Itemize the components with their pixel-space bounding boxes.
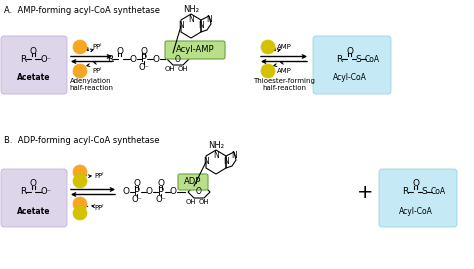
Text: N: N	[213, 150, 219, 160]
Circle shape	[73, 206, 87, 220]
Text: O⁻: O⁻	[138, 62, 149, 72]
Text: O: O	[346, 47, 354, 55]
Text: N: N	[223, 158, 229, 167]
FancyBboxPatch shape	[1, 169, 67, 227]
Circle shape	[73, 165, 87, 179]
Circle shape	[73, 40, 87, 54]
Text: PPᴵ: PPᴵ	[92, 68, 102, 74]
Text: PPᴵ: PPᴵ	[94, 205, 104, 211]
Text: O: O	[170, 187, 176, 196]
Text: N: N	[203, 158, 209, 167]
Text: N: N	[188, 15, 194, 23]
Text: Adenylation
half-reaction: Adenylation half-reaction	[69, 77, 113, 90]
Text: O⁻: O⁻	[131, 196, 143, 204]
Text: CoA: CoA	[262, 44, 274, 49]
Text: Acyl-AMP: Acyl-AMP	[176, 45, 214, 55]
FancyBboxPatch shape	[178, 174, 208, 190]
Text: R: R	[402, 187, 408, 196]
Text: N: N	[206, 16, 212, 24]
Text: PPᴵ: PPᴵ	[94, 173, 104, 179]
Text: O: O	[29, 179, 36, 189]
Circle shape	[73, 197, 87, 211]
Text: N: N	[231, 151, 237, 161]
FancyBboxPatch shape	[313, 36, 391, 94]
Circle shape	[261, 40, 275, 54]
Text: N: N	[198, 22, 204, 30]
Text: ATP: ATP	[74, 201, 86, 207]
Text: O⁻: O⁻	[155, 196, 166, 204]
Text: ADP: ADP	[184, 178, 202, 186]
Text: ATP: ATP	[74, 169, 86, 175]
Circle shape	[73, 64, 87, 78]
Circle shape	[73, 174, 87, 188]
Text: OH: OH	[178, 66, 188, 72]
Text: N: N	[178, 22, 184, 30]
Text: O: O	[122, 187, 129, 196]
Text: Acyl-CoA: Acyl-CoA	[333, 73, 367, 83]
Text: O: O	[175, 55, 181, 63]
Text: +: +	[357, 182, 373, 201]
Text: Thioester-forming
half-reaction: Thioester-forming half-reaction	[253, 77, 315, 90]
Text: O: O	[134, 179, 140, 189]
Text: AMP: AMP	[276, 44, 292, 50]
Text: ATP: ATP	[74, 69, 86, 73]
Text: Acetate: Acetate	[17, 207, 51, 215]
Text: CoA: CoA	[74, 179, 86, 183]
Text: OH: OH	[164, 66, 175, 72]
Text: P: P	[134, 187, 140, 197]
Text: O: O	[146, 187, 153, 196]
Text: Acyl-CoA: Acyl-CoA	[399, 207, 433, 215]
FancyBboxPatch shape	[1, 36, 67, 94]
Text: CoA: CoA	[74, 211, 86, 215]
Text: O: O	[129, 55, 137, 63]
Text: OH: OH	[186, 199, 196, 205]
Text: NH₂: NH₂	[208, 141, 224, 150]
Text: Acetate: Acetate	[17, 73, 51, 83]
Text: O⁻: O⁻	[40, 187, 52, 196]
Text: P: P	[158, 187, 164, 197]
Text: O: O	[153, 55, 159, 63]
Text: S: S	[355, 55, 361, 63]
Text: B.  ADP-forming acyl-CoA synthetase: B. ADP-forming acyl-CoA synthetase	[4, 136, 159, 145]
Text: CoA: CoA	[365, 55, 380, 63]
FancyBboxPatch shape	[379, 169, 457, 227]
Text: ATP: ATP	[74, 44, 86, 49]
Text: R: R	[20, 187, 26, 196]
Text: CoA: CoA	[430, 187, 446, 196]
Text: CoA: CoA	[262, 69, 274, 73]
Text: AMP: AMP	[276, 68, 292, 74]
Text: PPᴵ: PPᴵ	[92, 44, 102, 50]
Text: O: O	[117, 47, 124, 55]
Text: O: O	[412, 179, 419, 189]
Text: O: O	[157, 179, 164, 189]
Text: A.  AMP-forming acyl-CoA synthetase: A. AMP-forming acyl-CoA synthetase	[4, 6, 160, 15]
Text: O⁻: O⁻	[40, 55, 52, 63]
Text: S: S	[421, 187, 427, 196]
Text: R: R	[20, 55, 26, 63]
Text: R: R	[336, 55, 342, 63]
Text: O: O	[29, 47, 36, 55]
Text: OH: OH	[199, 199, 210, 205]
Text: O: O	[140, 47, 147, 55]
Text: O: O	[196, 187, 202, 196]
Text: P: P	[141, 54, 147, 64]
Circle shape	[261, 64, 275, 78]
Text: R: R	[107, 55, 113, 63]
FancyBboxPatch shape	[165, 41, 225, 59]
Text: NH₂: NH₂	[183, 5, 199, 15]
